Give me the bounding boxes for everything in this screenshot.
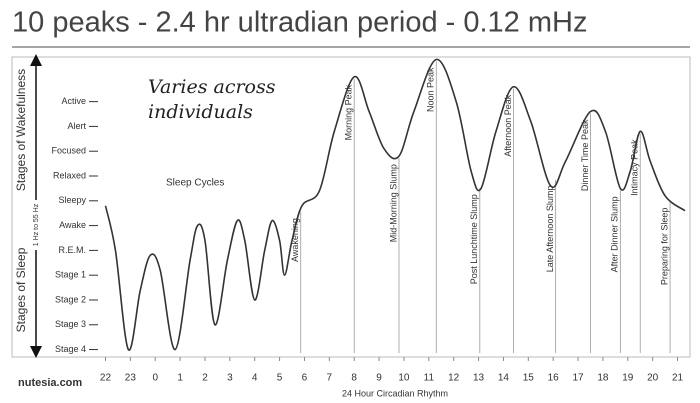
annotation: Morning Peak	[344, 84, 354, 140]
x-tick-label: 0	[152, 373, 158, 384]
note: Varies across	[148, 76, 276, 98]
x-tick-label: 1	[177, 373, 183, 384]
x-tick-label: 13	[473, 373, 485, 384]
y-tick-label: Stage 1	[55, 270, 86, 280]
y-tick-label: Sleepy	[58, 195, 86, 205]
x-tick-label: 11	[424, 373, 435, 384]
annotation: After Dinner Slump	[610, 196, 620, 272]
note: individuals	[148, 101, 253, 123]
x-tick-label: 19	[622, 373, 634, 384]
x-tick-label: 23	[125, 373, 137, 384]
y-tick-label: Active	[61, 96, 86, 106]
y-tick-label: Stage 4	[55, 344, 86, 354]
y-tick-label: Awake	[59, 220, 86, 230]
x-tick-label: 9	[376, 373, 382, 384]
x-tick-label: 12	[448, 373, 460, 384]
y-tick-label: R.E.M.	[58, 245, 86, 255]
y-tick-label: Stage 3	[55, 319, 86, 329]
x-tick-label: 21	[672, 373, 684, 384]
annotation: Intimacy Peak	[630, 139, 640, 196]
y-tick-label: Relaxed	[53, 170, 86, 180]
x-tick-label: 20	[647, 373, 659, 384]
x-tick-label: 4	[252, 373, 258, 384]
x-tick-label: 16	[548, 373, 560, 384]
annotation: Post Lunchtime Slump	[469, 194, 479, 284]
x-tick-label: 10	[398, 373, 410, 384]
chart-title: 10 peaks - 2.4 hr ultradian period - 0.1…	[12, 7, 587, 39]
x-tick-label: 3	[227, 373, 233, 384]
x-tick-label: 18	[597, 373, 609, 384]
x-tick-label: 8	[351, 373, 357, 384]
y-axis-sublabel: 1 Hz to 55 Hz	[33, 203, 40, 246]
x-tick-label: 14	[498, 373, 510, 384]
y-tick-label: Alert	[67, 121, 86, 131]
annotation: Noon Peak	[426, 67, 436, 112]
annotation: Dinner Time Peak	[580, 119, 590, 191]
x-tick-label: 15	[523, 373, 535, 384]
y-axis-label: Stages of Sleep	[14, 247, 28, 332]
rhythm-line	[104, 58, 686, 351]
x-tick-label: 17	[572, 373, 584, 384]
annotation: Afternoon Peak	[503, 94, 513, 157]
annotation: Awakening	[290, 218, 300, 262]
annotation: Mid-Morning Slump	[388, 164, 398, 242]
y-axis-label: Stages of Wakefulness	[14, 69, 28, 191]
x-tick-label: 22	[100, 373, 112, 384]
source: nutesia.com	[18, 377, 82, 389]
annotation: Preparing for Sleep	[659, 208, 669, 286]
x-tick-label: 6	[302, 373, 308, 384]
x-tick-label: 7	[327, 373, 333, 384]
y-tick-label: Stage 2	[55, 294, 86, 304]
x-tick-label: 2	[202, 373, 208, 384]
frame	[11, 56, 691, 358]
annotation: Late Afternoon Slump	[545, 186, 555, 273]
y-tick-label: Focused	[51, 146, 86, 156]
x-axis-label: 24 Hour Circadian Rhythm	[342, 388, 448, 398]
inner-label: Sleep Cycles	[166, 178, 224, 189]
x-tick-label: 5	[277, 373, 283, 384]
